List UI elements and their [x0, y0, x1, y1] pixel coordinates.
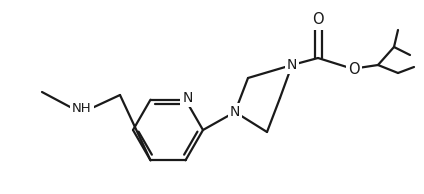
Text: O: O: [348, 62, 360, 77]
Text: N: N: [287, 58, 297, 72]
Text: NH: NH: [72, 101, 92, 114]
Text: O: O: [312, 12, 324, 28]
Text: N: N: [230, 105, 240, 119]
Text: N: N: [182, 91, 192, 105]
